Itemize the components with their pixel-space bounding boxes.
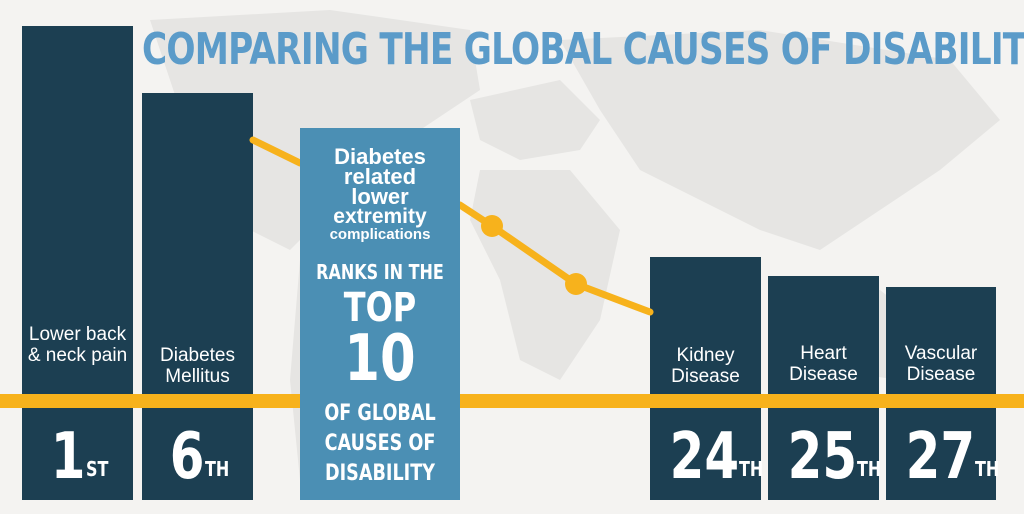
rank-number: 27 [905, 420, 976, 494]
highlight-box: Diabetes related lower extremity complic… [300, 128, 460, 500]
rank-suffix: TH [204, 457, 229, 481]
bar-lower-back-neck-pain: Lower back & neck pain 1ST [22, 26, 133, 500]
disability-label: DISABILITY [325, 461, 435, 486]
bar-label: Heart Disease [789, 343, 858, 385]
bar-label: Diabetes Mellitus [160, 345, 235, 387]
highlight-text: complications [329, 226, 431, 243]
highlight-text: related [343, 164, 417, 189]
highlight-text: Diabetes [334, 144, 426, 169]
of-global-label: OF GLOBAL [324, 401, 436, 426]
rank-number: 6 [169, 420, 205, 494]
rank-number: 24 [669, 420, 740, 494]
bar-label: Lower back & neck pain [27, 324, 128, 366]
bar-vascular-disease: Vascular Disease 27TH [886, 287, 999, 500]
bar-label: Vascular Disease [904, 343, 978, 385]
bar-label: Kidney Disease [671, 345, 740, 387]
bar-diabetes-mellitus: Diabetes Mellitus 6TH [142, 93, 253, 500]
rank-label: 6TH [142, 413, 253, 513]
top-label: TOP [343, 285, 417, 331]
page-title: COMPARING THE GLOBAL CAUSES OF DISABILIT… [142, 24, 1024, 75]
highlight-text: extremity [333, 205, 427, 228]
rank-suffix: TH [975, 457, 1000, 481]
baseline-divider [0, 394, 1024, 408]
rank-number: 25 [787, 420, 858, 494]
highlight-text: lower [351, 184, 409, 209]
rank-number: 1 [51, 420, 86, 494]
ranks-in-the-label: RANKS IN THE [316, 260, 444, 284]
rank-label: 25TH [768, 413, 882, 513]
rank-label: 27TH [886, 413, 1000, 513]
causes-of-label: CAUSES OF [324, 431, 436, 456]
rank-label: 24TH [650, 413, 764, 513]
bar-kidney-disease: Kidney Disease 24TH [650, 257, 763, 500]
rank-suffix: ST [85, 457, 109, 481]
bar-heart-disease: Heart Disease 25TH [768, 276, 881, 500]
rank-suffix: TH [739, 457, 764, 481]
top-number: 10 [344, 322, 416, 396]
rank-suffix: TH [857, 457, 882, 481]
rank-label: 1ST [22, 413, 133, 513]
